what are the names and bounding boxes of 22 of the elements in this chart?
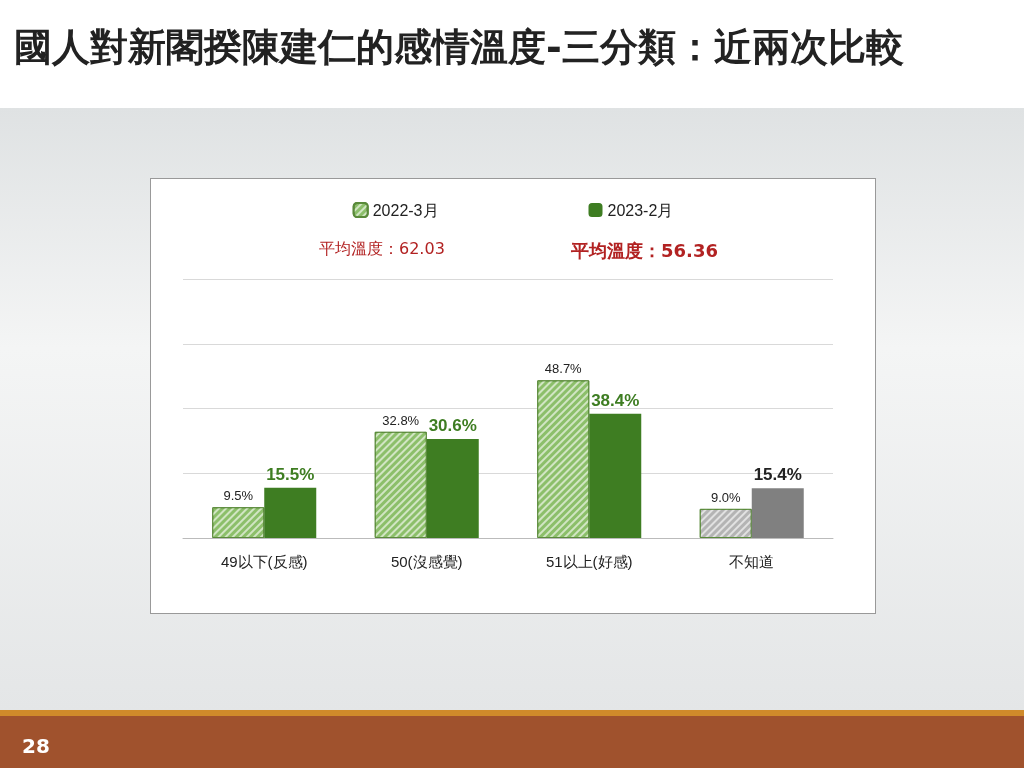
text: 28 xyxy=(22,734,50,758)
x-tick-label: 51以上(好感) xyxy=(545,553,633,570)
x-tick-label: 不知道 xyxy=(729,553,775,570)
legend-label: 2023-2月 xyxy=(607,201,674,219)
data-label: 30.6% xyxy=(428,415,477,435)
data-label: 15.5% xyxy=(266,464,315,484)
text: 平均溫度：56.36 xyxy=(571,239,718,263)
bar xyxy=(426,438,479,538)
data-label: 9.5% xyxy=(223,488,254,504)
x-tick-label: 49以下(反感) xyxy=(220,553,308,570)
data-label: 32.8% xyxy=(382,412,420,428)
data-label: 9.0% xyxy=(710,489,741,505)
data-label: 48.7% xyxy=(544,361,583,377)
data-label: 15.4% xyxy=(753,465,802,485)
data-label: 38.4% xyxy=(591,390,640,410)
bar xyxy=(589,413,642,538)
bar xyxy=(751,488,804,538)
text: 平均溫度：62.03 xyxy=(319,239,445,260)
legend-label: 2022-3月 xyxy=(372,201,439,219)
bar xyxy=(264,487,317,538)
x-tick-label: 50(沒感覺) xyxy=(390,553,463,570)
chart-title: 國人對新閣揆陳建仁的感情溫度-三分類：近兩次比較 xyxy=(14,24,904,71)
